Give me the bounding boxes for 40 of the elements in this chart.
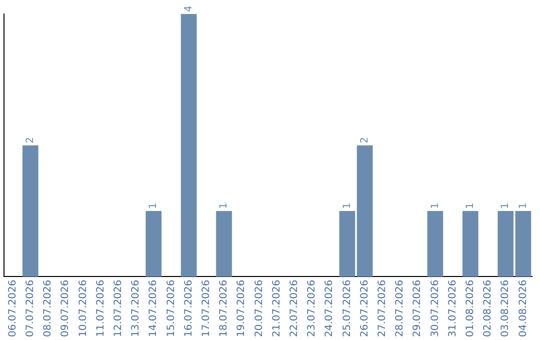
data-label: 2 [24, 136, 36, 144]
data-label: 1 [464, 202, 476, 210]
data-label: 4 [183, 6, 194, 12]
x-tick-label: 14.07.2026 [148, 280, 160, 338]
x-tick-label: 19.07.2026 [236, 280, 248, 338]
x-tick-label: 30.07.2026 [430, 280, 441, 338]
x-tick-label: 10.07.2026 [78, 280, 89, 338]
x-tick-label: 24.07.2026 [324, 280, 336, 338]
data-label: 1 [500, 202, 512, 210]
data-label: 1 [148, 202, 160, 210]
data-label: 1 [342, 202, 353, 210]
x-tick-label: 09.07.2026 [60, 280, 72, 338]
x-tick-label: 31.07.2026 [447, 280, 458, 338]
x-tick-label: 01.08.2026 [464, 280, 476, 338]
x-tick-label: 06.07.2026 [7, 280, 18, 338]
x-tick-label: 25.07.2026 [342, 280, 353, 338]
x-tick-label: 17.07.2026 [200, 280, 212, 338]
x-tick-label: 12.07.2026 [112, 280, 124, 338]
x-tick-label: 20.07.2026 [254, 280, 265, 338]
x-tick-label: 02.08.2026 [482, 280, 494, 338]
data-label: 1 [430, 202, 441, 210]
x-tick-label: 04.08.2026 [518, 280, 529, 338]
x-tick-label: 11.07.2026 [95, 280, 106, 338]
x-tick-label: 08.07.2026 [42, 280, 54, 338]
x-tick-label: 03.08.2026 [500, 280, 512, 338]
x-tick-label: 16.07.2026 [183, 280, 194, 338]
data-label: 1 [518, 202, 529, 210]
x-tick-label: 21.07.2026 [271, 280, 282, 338]
x-tick-label: 27.07.2026 [376, 280, 388, 338]
x-tick-label: 18.07.2026 [218, 280, 230, 338]
data-label: 1 [218, 202, 230, 210]
data-label: 2 [359, 136, 370, 144]
x-tick-label: 26.07.2026 [359, 280, 370, 338]
x-tick-label: 13.07.2026 [130, 280, 142, 338]
x-tick-label: 28.07.2026 [394, 280, 406, 338]
x-tick-label: 07.07.2026 [24, 280, 36, 338]
x-tick-label: 29.07.2026 [412, 280, 424, 338]
x-tick-label: 23.07.2026 [306, 280, 318, 338]
x-tick-label: 15.07.2026 [166, 280, 177, 338]
x-tick-label: 22.07.2026 [288, 280, 300, 338]
